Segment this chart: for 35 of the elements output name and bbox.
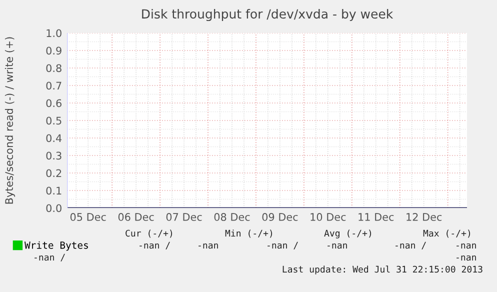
x-tick-label: 08 Dec	[214, 213, 250, 221]
y-tick-label: 0.0	[46, 204, 62, 212]
y-tick-label: 0.4	[46, 134, 62, 142]
text: -nan	[456, 255, 476, 261]
text: -nan /	[268, 242, 298, 250]
x-tick-label: 10 Dec	[310, 213, 346, 221]
text: -nan /	[140, 242, 170, 250]
x-tick-label: 07 Dec	[166, 213, 202, 221]
x-tick-label: 05 Dec	[70, 213, 106, 221]
text: -nan	[456, 243, 476, 249]
text: -nan	[328, 243, 347, 249]
text: -nan	[198, 243, 218, 249]
x-tick-label: 06 Dec	[118, 213, 154, 221]
chart-title: Disk throughput for /dev/xvda - by week	[142, 8, 394, 22]
y-tick-label: 0.8	[46, 64, 62, 72]
text: -nan /	[396, 242, 426, 250]
x-tick-label: 11 Dec	[358, 213, 394, 221]
x-tick-label: 12 Dec	[406, 213, 442, 221]
y-tick-label: 0.7	[46, 82, 62, 90]
y-tick-label: 0.3	[46, 152, 62, 160]
text: Last update: Wed Jul 31 22:15:00 2013	[282, 266, 482, 274]
text: -nan /	[34, 254, 65, 262]
y-tick-label: 0.1	[46, 186, 62, 195]
legend-label: Write Bytes	[24, 241, 88, 251]
y-tick-label: 0.5	[46, 116, 62, 125]
y-tick-label: 1.0	[46, 29, 62, 38]
y-tick-label: 0.2	[46, 169, 62, 178]
y-axis-title: Bytes/second read (-) / write (+)	[4, 37, 16, 204]
text: Cur (-/+)	[126, 230, 172, 238]
y-tick-label: 0.6	[46, 99, 62, 108]
text: Max (-/+)	[423, 230, 470, 238]
text: Avg (-/+)	[324, 230, 372, 238]
x-tick-label: 09 Dec	[262, 213, 298, 221]
text: Min (-/+)	[225, 230, 272, 238]
y-tick-label: 0.9	[46, 46, 62, 55]
